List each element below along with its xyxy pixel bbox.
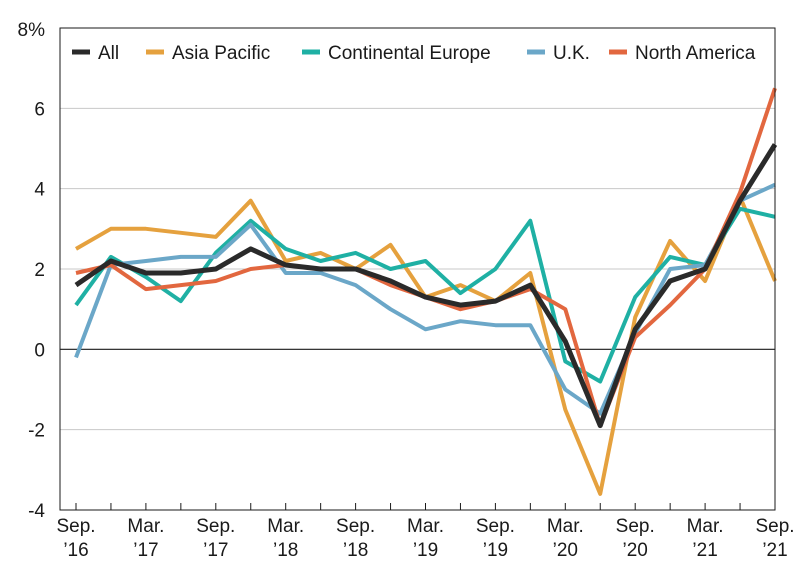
legend: All Asia Pacific Continental Europe U.K. Nor… xyxy=(72,43,756,64)
x-ticks xyxy=(75,503,776,510)
x-tick-label: ’17 xyxy=(203,540,228,561)
legend-label: Continental Europe xyxy=(328,43,491,64)
y-tick-label: 0 xyxy=(34,340,45,361)
x-tick-label: ’16 xyxy=(63,540,88,561)
x-tick-label: Mar. xyxy=(267,516,304,537)
x-tick-label: Sep. xyxy=(336,516,375,537)
plot-frame xyxy=(59,27,776,511)
y-tick-label: 2 xyxy=(34,260,45,281)
legend-label: U.K. xyxy=(553,43,590,64)
x-tick-label: Mar. xyxy=(127,516,164,537)
legend-label: All xyxy=(98,43,119,64)
grid-lines xyxy=(60,107,775,431)
x-tick-label: ’19 xyxy=(413,540,438,561)
x-tick-label: Mar. xyxy=(407,516,444,537)
x-tick-label: ’18 xyxy=(343,540,368,561)
y-top-label: 8% xyxy=(18,20,46,41)
x-tick-label: Sep. xyxy=(196,516,235,537)
x-tick-label: ’18 xyxy=(273,540,298,561)
y-tick-label: 6 xyxy=(34,99,45,120)
x-tick-label: Mar. xyxy=(547,516,584,537)
x-tick-label: ’19 xyxy=(483,540,508,561)
y-tick-label: 4 xyxy=(34,180,45,201)
y-tick-label: -2 xyxy=(28,421,45,442)
x-tick-label: Sep. xyxy=(755,516,794,537)
y-tick-labels: -4 -2 0 2 4 6 xyxy=(28,99,45,522)
legend-label: Asia Pacific xyxy=(172,43,270,64)
series-line-u-k xyxy=(74,182,776,416)
x-tick-label: ’21 xyxy=(692,540,717,561)
x-tick-label: Mar. xyxy=(687,516,724,537)
x-tick-label: Sep. xyxy=(56,516,95,537)
x-tick-label: Sep. xyxy=(476,516,515,537)
x-tick-label: ’17 xyxy=(133,540,158,561)
x-tick-label: Sep. xyxy=(616,516,655,537)
series-line-all xyxy=(74,143,778,429)
legend-label: North America xyxy=(635,43,756,64)
x-tick-labels: Sep. ’16 Mar. ’17 Sep. ’17 Mar. ’18 Sep. ’18 Mar. ’… xyxy=(56,516,794,561)
x-tick-label: ’20 xyxy=(623,540,648,561)
series-line-asia-pacific xyxy=(75,194,777,496)
series-lines xyxy=(74,87,778,496)
x-tick-label: ’20 xyxy=(553,540,578,561)
y-tick-label: -4 xyxy=(28,501,45,522)
x-tick-label: ’21 xyxy=(762,540,787,561)
